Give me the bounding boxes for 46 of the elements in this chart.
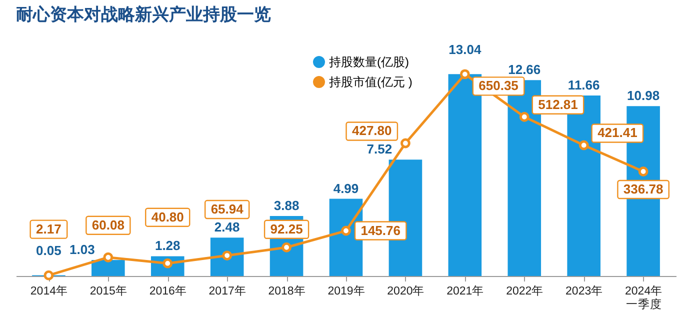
x-tick-label: 2024年一季度 xyxy=(625,284,663,311)
data-label: 2.48 xyxy=(214,220,240,235)
data-label: 65.94 xyxy=(210,202,244,217)
data-label: 92.25 xyxy=(270,221,303,236)
point xyxy=(460,69,470,80)
bar xyxy=(92,260,125,276)
data-label: 10.98 xyxy=(627,88,660,104)
data-label: 421.41 xyxy=(598,125,638,140)
point xyxy=(638,166,648,176)
x-tick-label: 2017年 xyxy=(208,284,246,298)
x-tick-label: 2022年 xyxy=(506,284,544,298)
data-label: 1.28 xyxy=(154,238,180,254)
point xyxy=(519,112,530,122)
data-label: 3.88 xyxy=(274,198,300,213)
data-label: 1.03 xyxy=(70,242,95,258)
data-label: 4.99 xyxy=(333,180,359,196)
x-tick-label: 2021年 xyxy=(446,284,484,298)
data-label: 7.52 xyxy=(366,142,392,157)
data-label: 13.04 xyxy=(448,42,482,58)
legend-label: 持股市值(亿元 ) xyxy=(329,75,412,89)
point xyxy=(103,252,114,262)
x-tick-label: 2023年 xyxy=(566,284,604,298)
point xyxy=(341,226,351,236)
x-tick-label: 2018年 xyxy=(268,284,306,298)
data-label: 40.80 xyxy=(151,209,184,224)
x-tick-label: 2014年 xyxy=(30,284,68,298)
data-label: 650.35 xyxy=(478,78,518,94)
x-tick-label: 2015年 xyxy=(90,284,128,298)
data-label: 60.08 xyxy=(92,217,124,232)
data-label: 427.80 xyxy=(352,123,392,138)
data-label: 145.76 xyxy=(360,222,400,238)
data-label: 336.78 xyxy=(623,181,664,196)
point xyxy=(282,242,292,252)
x-tick-label: 2016年 xyxy=(149,284,187,298)
data-label: 2.17 xyxy=(36,221,62,236)
data-label: 11.66 xyxy=(568,78,600,93)
data-label: 512.81 xyxy=(538,96,578,112)
point xyxy=(44,270,54,280)
point xyxy=(400,138,410,148)
data-label: 12.66 xyxy=(508,62,541,78)
legend-label: 持股数量(亿股) xyxy=(329,55,409,69)
x-tick-label: 2020年 xyxy=(387,284,425,298)
point xyxy=(578,140,589,150)
x-tick-label: 2019年 xyxy=(328,284,366,298)
chart-title: 耐心资本对战略新兴产业持股一览 xyxy=(16,5,271,24)
data-label: 0.05 xyxy=(36,243,62,258)
